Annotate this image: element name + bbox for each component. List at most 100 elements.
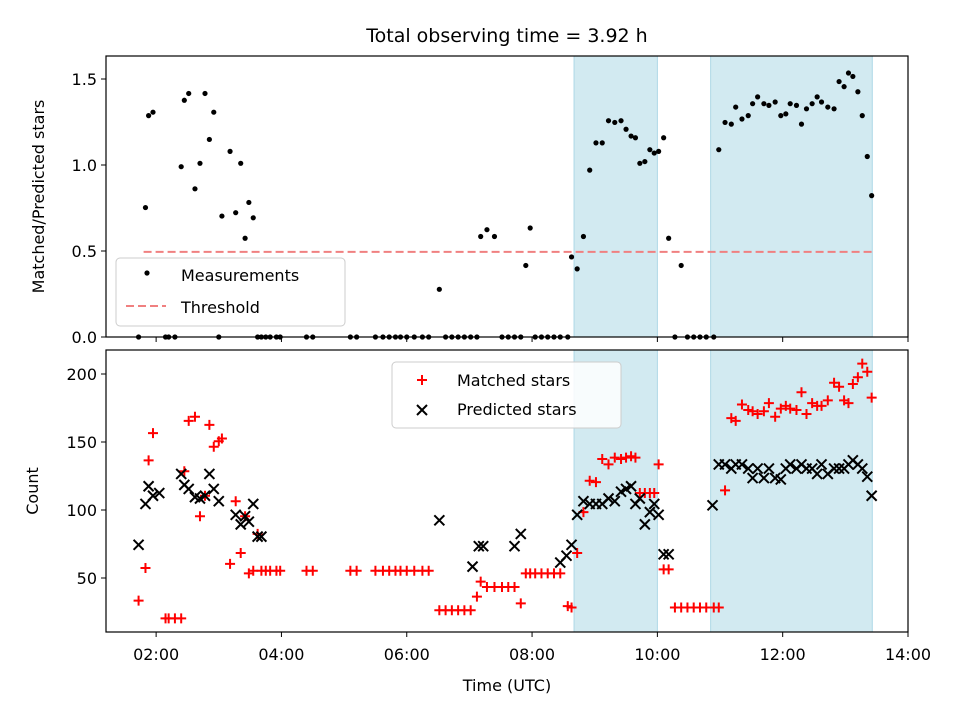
data-point [590, 477, 601, 488]
data-point [250, 215, 256, 221]
data-point [618, 118, 624, 124]
data-point [602, 492, 615, 505]
data-point [814, 94, 820, 100]
data-point [864, 153, 870, 160]
data-point [229, 509, 242, 521]
legend-marker [417, 375, 427, 385]
data-point [351, 565, 362, 576]
data-point [657, 548, 670, 561]
data-point [763, 398, 774, 409]
data-point [834, 381, 845, 392]
y-tick-label: 100 [66, 501, 97, 520]
data-point [307, 565, 318, 576]
data-point [730, 415, 741, 426]
data-point [787, 101, 793, 107]
data-point [761, 101, 767, 107]
data-point [778, 113, 784, 119]
data-point [652, 509, 665, 521]
data-point [662, 548, 675, 561]
data-point [743, 404, 754, 415]
axes-frame [105, 349, 909, 633]
y-tick-label: 150 [66, 433, 97, 452]
data-point [597, 453, 608, 464]
data-point [856, 462, 868, 475]
data-point [861, 470, 873, 483]
data-point [233, 210, 239, 216]
data-point [649, 488, 660, 499]
data-point [143, 455, 154, 466]
data-point [798, 121, 805, 127]
data-point [647, 147, 653, 153]
x-tick-label: 08:00 [509, 645, 555, 664]
data-point [574, 266, 580, 272]
data-point [666, 235, 672, 241]
data-point [605, 118, 612, 124]
data-point [235, 518, 247, 531]
data-point [656, 148, 662, 154]
data-point [616, 453, 627, 464]
data-point [625, 480, 637, 492]
data-point [639, 518, 651, 531]
y-tick-label: 0.0 [72, 328, 97, 347]
data-point [213, 495, 225, 507]
y-axis-label: Matched/Predicted stars [29, 100, 48, 294]
axes-frame [105, 55, 909, 338]
data-point [653, 459, 664, 470]
x-tick-label: 06:00 [384, 645, 430, 664]
observing-window-2 [710, 55, 873, 338]
x-tick-label: 12:00 [760, 645, 806, 664]
legend-marker [144, 270, 150, 276]
data-point [208, 483, 220, 495]
data-point [572, 547, 583, 558]
data-point [275, 565, 286, 576]
data-point [199, 490, 211, 502]
data-point [565, 539, 578, 551]
data-point [634, 492, 646, 505]
data-point [736, 399, 747, 410]
series-measurements [135, 70, 875, 340]
data-point [189, 411, 200, 422]
data-point [866, 392, 877, 403]
data-point [850, 73, 856, 80]
data-point [828, 462, 840, 475]
data-point [433, 514, 446, 526]
y-tick-label: 1.0 [72, 156, 97, 175]
data-point [523, 262, 529, 269]
data-point [752, 409, 763, 420]
data-point [763, 462, 775, 475]
data-point [865, 490, 878, 502]
data-point [833, 462, 845, 475]
data-point [153, 487, 165, 499]
data-point [192, 186, 198, 192]
data-point [793, 102, 800, 108]
data-point [603, 459, 614, 470]
data-point [146, 113, 152, 119]
data-point [829, 377, 840, 388]
data-point [758, 472, 770, 484]
data-point [815, 458, 828, 471]
data-point [142, 480, 155, 492]
data-point [182, 483, 195, 495]
data-point [491, 233, 498, 240]
data-point [132, 539, 145, 551]
bottom-panel: 50 100 150 200 02:00 04:00 06:00 08:00 10:00 12:0… [23, 349, 931, 664]
data-point [147, 490, 159, 502]
data-point [630, 452, 641, 463]
data-point [178, 164, 184, 170]
data-point [713, 602, 724, 613]
data-point [509, 582, 520, 593]
data-point [770, 411, 781, 422]
data-point [807, 398, 818, 409]
data-point [739, 116, 745, 122]
data-point [133, 595, 144, 606]
data-point [609, 495, 621, 507]
data-point [477, 540, 489, 552]
data-point [580, 233, 587, 240]
data-point [869, 193, 875, 199]
data-point [612, 119, 618, 126]
data-point [599, 140, 605, 146]
data-point [211, 109, 217, 115]
legend-marker [416, 404, 428, 416]
data-point [663, 564, 674, 575]
data-point [255, 530, 268, 543]
